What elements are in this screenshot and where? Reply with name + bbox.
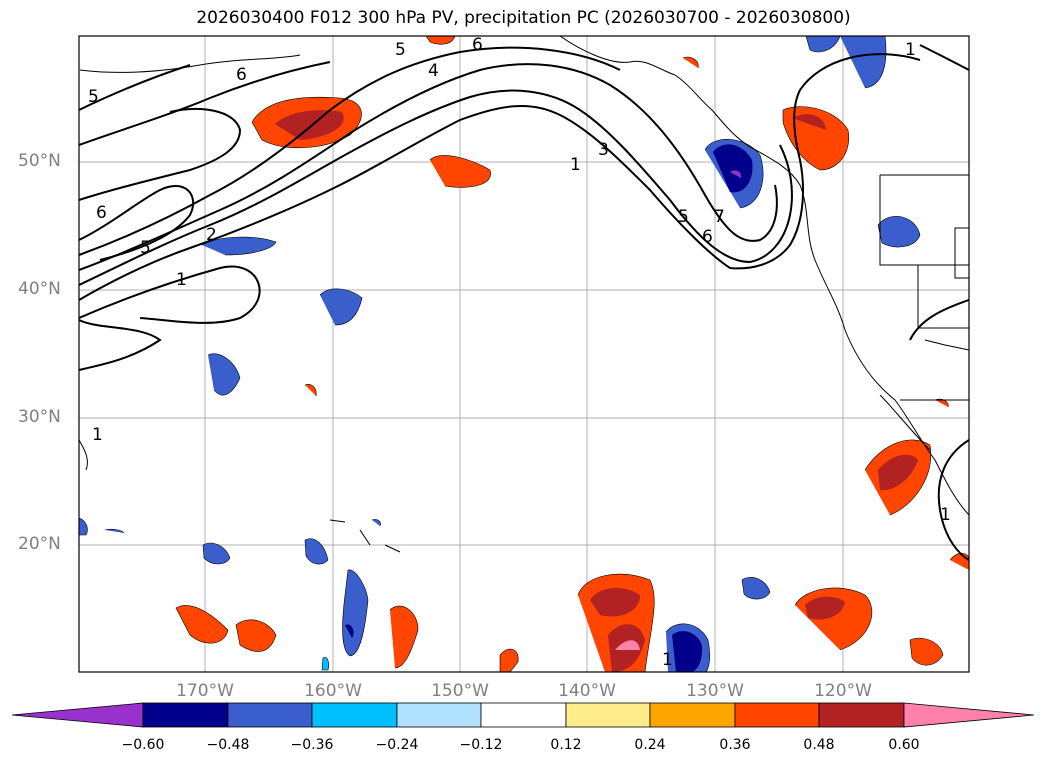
contour-label-1e: 1 (940, 505, 951, 525)
contour-label-6d: 6 (472, 35, 483, 55)
contour-label-5: 5 (140, 238, 151, 258)
contour-label-6c: 6 (236, 65, 247, 85)
contour-label-1: 1 (176, 270, 187, 290)
lat-label-20n: 20°N (18, 534, 61, 554)
lat-label-50n: 50°N (18, 151, 61, 171)
colorbar-tick-8: 0.48 (803, 737, 835, 753)
colorbar-tick-7: 0.36 (719, 737, 751, 753)
colorbar (11, 702, 1035, 728)
colorbar-seg-3 (311, 702, 398, 728)
lon-label-160w: 160°W (304, 681, 362, 701)
coastlines (79, 36, 969, 553)
contour-label-1d: 1 (92, 425, 103, 445)
map-frame (78, 35, 970, 673)
contour-label-5c: 5 (88, 87, 99, 107)
colorbar-seg-2 (227, 702, 313, 728)
colorbar-seg-6 (565, 702, 651, 728)
colorbar-seg-1 (142, 702, 229, 728)
lat-label-30n: 30°N (18, 407, 61, 427)
contour-label-6: 6 (96, 203, 107, 223)
contour-label-7: 7 (714, 207, 725, 227)
precip-negative-areas (79, 36, 921, 672)
colorbar-seg-8 (734, 702, 820, 728)
lat-label-40n: 40°N (18, 279, 61, 299)
colorbar-seg-10 (903, 702, 1035, 728)
colorbar-tick-5: 0.12 (550, 737, 582, 753)
contour-label-2: 2 (206, 225, 217, 245)
pv-contour-labels: 6 5 2 1 1 3 5 7 6 6 5 4 5 6 1 1 1 1 (88, 35, 951, 670)
contour-label-1b: 1 (570, 155, 581, 175)
lon-label-140w: 140°W (558, 681, 616, 701)
colorbar-tick-3: −0.24 (375, 737, 419, 753)
contour-label-5b: 5 (678, 207, 689, 227)
contour-label-3: 3 (598, 140, 609, 160)
precip-positive-areas (175, 36, 969, 672)
lon-label-150w: 150°W (431, 681, 489, 701)
colorbar-seg-9 (818, 702, 905, 728)
map-title: 2026030400 F012 300 hPa PV, precipitatio… (196, 8, 851, 28)
colorbar-tick-0: −0.60 (121, 737, 165, 753)
colorbar-seg-7 (649, 702, 736, 728)
contour-label-1f: 1 (662, 650, 673, 670)
colorbar-tick-9: 0.60 (888, 737, 920, 753)
colorbar-tick-4: −0.12 (459, 737, 503, 753)
colorbar-tick-2: −0.36 (290, 737, 334, 753)
colorbar-seg-5 (480, 702, 567, 728)
lon-label-130w: 130°W (686, 681, 744, 701)
pv-contours (79, 44, 969, 561)
contour-label-1c: 1 (905, 40, 916, 60)
colorbar-tick-6: 0.24 (634, 737, 666, 753)
lon-label-170w: 170°W (176, 681, 234, 701)
contour-label-4: 4 (428, 61, 439, 81)
colorbar-seg-0 (11, 702, 144, 728)
contour-label-5d: 5 (395, 40, 406, 60)
colorbar-seg-4 (396, 702, 482, 728)
colorbar-tick-1: −0.48 (206, 737, 250, 753)
contour-label-6b: 6 (702, 227, 713, 247)
lon-label-120w: 120°W (814, 681, 872, 701)
